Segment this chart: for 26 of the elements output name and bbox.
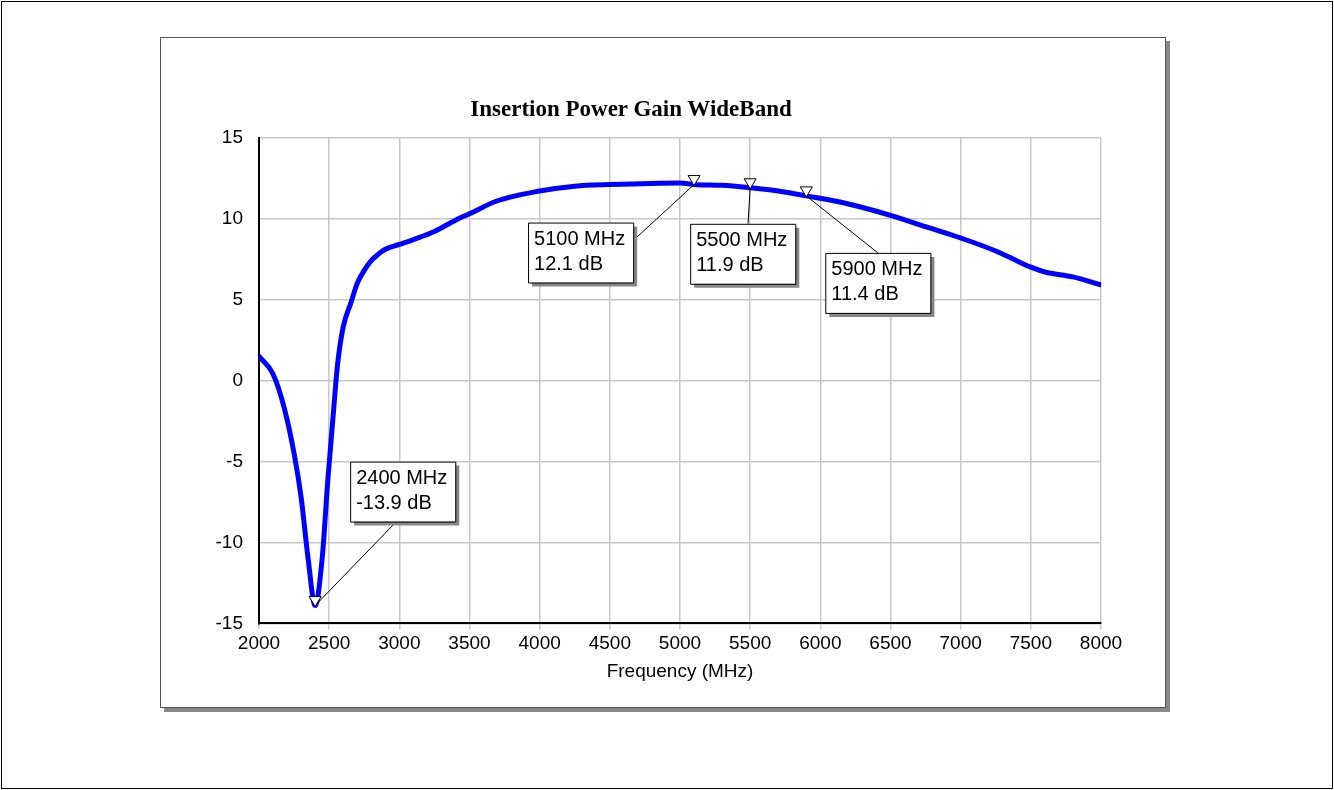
y-tick-label: 10 (221, 206, 243, 228)
chart-title: Insertion Power Gain WideBand (470, 95, 792, 121)
annotation: 5500 MHz 11.9 dB (696, 228, 788, 276)
x-tick-label: 5000 (658, 632, 702, 654)
x-tick-label: 2500 (308, 632, 351, 654)
x-tick-label: 4500 (588, 632, 631, 654)
annotation: 2400 MHz -13.9 dB (356, 466, 448, 514)
y-tick-label: 15 (221, 125, 243, 147)
y-tick-label: -15 (215, 611, 243, 633)
x-tick-label: 2000 (237, 632, 281, 654)
x-tick-label: 6500 (869, 632, 912, 654)
y-tick-label: -10 (215, 530, 243, 552)
y-tick-label: 0 (232, 368, 243, 390)
x-tick-label: 4000 (518, 632, 561, 654)
y-tick-label: -5 (226, 449, 243, 471)
x-tick-label: 7000 (939, 632, 982, 654)
annotation: 5900 MHz 11.4 dB (831, 257, 923, 305)
x-tick-label: 8000 (1079, 632, 1123, 654)
x-tick-label: 3500 (448, 632, 491, 654)
annotation: 5100 MHz 12.1 dB (534, 227, 626, 275)
y-tick-label: 5 (232, 287, 243, 309)
x-tick-label: 3000 (378, 632, 421, 654)
x-tick-label: 6000 (799, 632, 842, 654)
x-tick-label: 5500 (729, 632, 772, 654)
x-tick-label: 7500 (1009, 632, 1052, 654)
x-axis-title: Frequency (MHz) (606, 659, 754, 681)
